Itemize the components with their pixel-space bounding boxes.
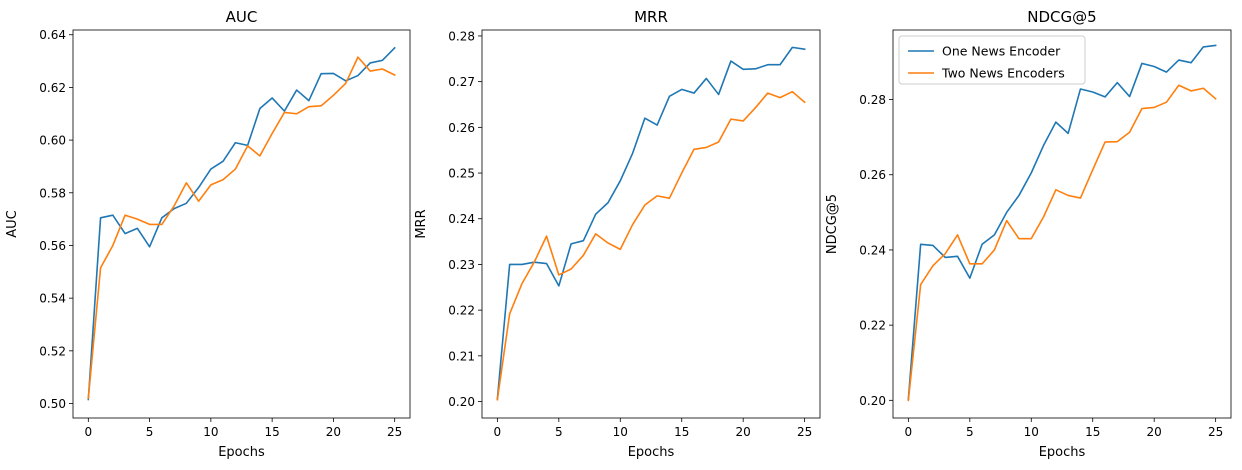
x-axis-label: Epochs [628,445,675,460]
x-tick-label: 15 [264,425,279,439]
y-axis-label: AUC [5,210,20,238]
y-tick-label: 0.22 [448,304,475,318]
y-tick-label: 0.58 [39,186,66,200]
y-axis-label: MRR [414,209,429,238]
y-tick-label: 0.23 [448,258,475,272]
y-tick-label: 0.26 [448,121,475,135]
legend-label: One News Encoder [942,44,1061,59]
x-tick-label: 15 [674,425,689,439]
x-tick-label: 10 [203,425,218,439]
x-tick-label: 25 [1208,425,1223,439]
y-tick-label: 0.20 [448,395,475,409]
x-tick-label: 5 [146,425,154,439]
chart-title: NDCG@5 [1027,8,1096,26]
plot-frame [72,29,411,419]
chart-panel-mrr: MRR 0 5 10 15 20 25 0.20 0.21 0.22 0.23 0.24 0.25 0.2… [414,8,821,460]
y-tick-label: 0.26 [859,168,886,182]
chart-title: AUC [226,8,258,26]
y-tick-label: 0.54 [39,292,66,306]
plot-frame [892,29,1232,419]
x-tick-label: 5 [966,425,974,439]
x-tick-label: 0 [905,425,913,439]
series-line-two-news-encoders [907,84,1217,402]
x-tick-label: 25 [797,425,812,439]
series-line-two-news-encoders [496,90,806,401]
x-tick-label: 25 [387,425,402,439]
x-axis-label: Epochs [218,445,265,460]
legend: One News Encoder Two News Encoders [898,35,1086,85]
y-tick-label: 0.56 [39,239,66,253]
y-tick-label: 0.50 [39,397,66,411]
x-tick-label: 0 [84,425,92,439]
plot-frame [481,29,821,419]
x-tick-label: 20 [1147,425,1162,439]
x-tick-label: 0 [494,425,502,439]
y-axis-label: NDCG@5 [825,194,840,254]
series-line-one-news-encoder [87,46,396,401]
x-tick-label: 20 [736,425,751,439]
y-tick-label: 0.27 [448,75,475,89]
series-line-two-news-encoders [87,56,396,400]
y-tick-label: 0.62 [39,81,66,95]
x-axis-label: Epochs [1039,445,1086,460]
x-tick-label: 15 [1085,425,1100,439]
y-tick-label: 0.24 [859,243,886,257]
y-tick-label: 0.28 [859,93,886,107]
legend-label: Two News Encoders [941,66,1065,81]
series-line-one-news-encoder [496,46,806,401]
y-tick-label: 0.60 [39,134,66,148]
legend-box [898,35,1086,85]
chart-panel-auc: AUC 0 5 10 15 20 25 0.50 0.52 0.54 0.56 0.58 0.60 0.6… [5,8,411,460]
x-tick-label: 5 [555,425,563,439]
x-tick-label: 10 [613,425,628,439]
y-tick-label: 0.52 [39,344,66,358]
series-line-one-news-encoder [907,44,1217,401]
y-tick-label: 0.25 [448,167,475,181]
chart-title: MRR [634,8,668,26]
y-tick-label: 0.28 [448,29,475,43]
y-tick-label: 0.21 [448,349,475,363]
x-tick-label: 20 [326,425,341,439]
y-tick-label: 0.24 [448,212,475,226]
y-tick-label: 0.64 [39,28,66,42]
x-tick-label: 10 [1024,425,1039,439]
y-tick-label: 0.22 [859,319,886,333]
y-tick-label: 0.20 [859,394,886,408]
chart-panel-ndcg-5: NDCG@5 0 5 10 15 20 25 0.20 0.22 0.24 0.26 0.28 Epoc… [825,8,1232,460]
